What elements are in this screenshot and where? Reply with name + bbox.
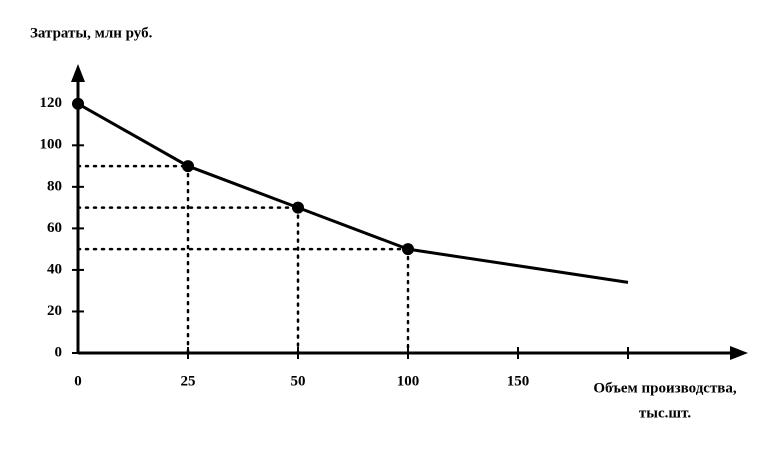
x-axis-label: Объем производства, [593,380,737,396]
y-tick-label: 40 [47,261,62,277]
data-point [402,243,414,256]
x-tick-label: 0 [74,373,82,389]
data-line [77,102,629,284]
y-tick-label: 0 [55,344,63,360]
chart-title: Затраты, млн руб. [30,25,153,41]
x-tick-label: 150 [507,373,530,389]
y-axis-arrow [71,64,85,82]
data-point [182,160,194,173]
x-axis-arrow [730,346,748,360]
x-tick-label: 100 [397,373,420,389]
y-tick-label: 120 [40,95,63,111]
y-tick-label: 100 [40,137,63,153]
x-tick-label: 50 [291,373,306,389]
x-tick-label: 25 [181,373,196,389]
y-tick-label: 20 [47,303,62,319]
data-point [292,201,304,214]
data-point [72,97,84,110]
x-axis-label: тыс.шт. [639,405,691,421]
y-tick-label: 80 [47,178,62,194]
y-tick-label: 60 [47,220,62,236]
